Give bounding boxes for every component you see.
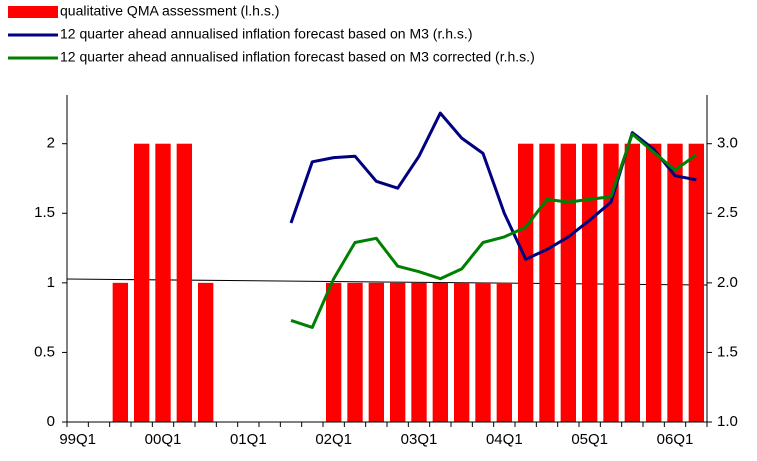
y2-tick-label: 1.5 xyxy=(717,343,738,360)
bar xyxy=(411,282,427,422)
y2-tick-label: 2.5 xyxy=(717,204,738,221)
bar xyxy=(624,143,641,422)
legend: qualitative QMA assessment (l.h.s.) 12 qu… xyxy=(8,3,535,65)
bar xyxy=(581,143,598,422)
bar xyxy=(368,282,385,422)
legend-label: 12 quarter ahead annualised inflation fo… xyxy=(60,49,535,65)
y2-tick-label: 1.0 xyxy=(717,413,738,430)
legend-swatch xyxy=(8,6,58,18)
x-tick-label: 01Q1 xyxy=(230,431,267,448)
bar xyxy=(667,143,683,422)
legend-label: qualitative QMA assessment (l.h.s.) xyxy=(60,3,279,19)
y2-tick-label: 2.0 xyxy=(717,274,738,291)
y-tick-label: 0.5 xyxy=(34,343,55,360)
x-tick-label: 00Q1 xyxy=(145,431,182,448)
bar xyxy=(539,143,555,422)
y-tick-label: 2 xyxy=(47,135,55,152)
x-tick-label: 05Q1 xyxy=(571,431,608,448)
y2-tick-label: 3.0 xyxy=(717,135,738,152)
bars xyxy=(112,143,705,422)
bar xyxy=(112,282,129,422)
bar xyxy=(645,143,662,422)
bar xyxy=(133,143,150,422)
bar xyxy=(475,282,491,422)
reference-line xyxy=(66,278,708,286)
bar xyxy=(453,282,470,422)
line-series xyxy=(290,132,698,329)
bar xyxy=(347,282,363,422)
y-tick-label: 1.5 xyxy=(34,204,55,221)
bar xyxy=(176,143,193,422)
bar xyxy=(432,282,449,422)
x-tick-label: 06Q1 xyxy=(657,431,694,448)
bar xyxy=(603,143,619,422)
y-tick-label: 0 xyxy=(47,413,55,430)
bar xyxy=(560,143,577,422)
bar xyxy=(389,282,406,422)
bar xyxy=(197,282,214,422)
x-tick-label: 99Q1 xyxy=(59,431,96,448)
bar xyxy=(155,143,171,422)
bar xyxy=(496,282,513,422)
legend-label: 12 quarter ahead annualised inflation fo… xyxy=(60,26,472,42)
x-tick-label: 03Q1 xyxy=(401,431,438,448)
y-tick-label: 1 xyxy=(47,274,55,291)
bar xyxy=(688,143,705,422)
bar xyxy=(517,143,534,422)
x-tick-label: 04Q1 xyxy=(486,431,523,448)
x-tick-label: 02Q1 xyxy=(315,431,352,448)
bar xyxy=(325,282,342,422)
